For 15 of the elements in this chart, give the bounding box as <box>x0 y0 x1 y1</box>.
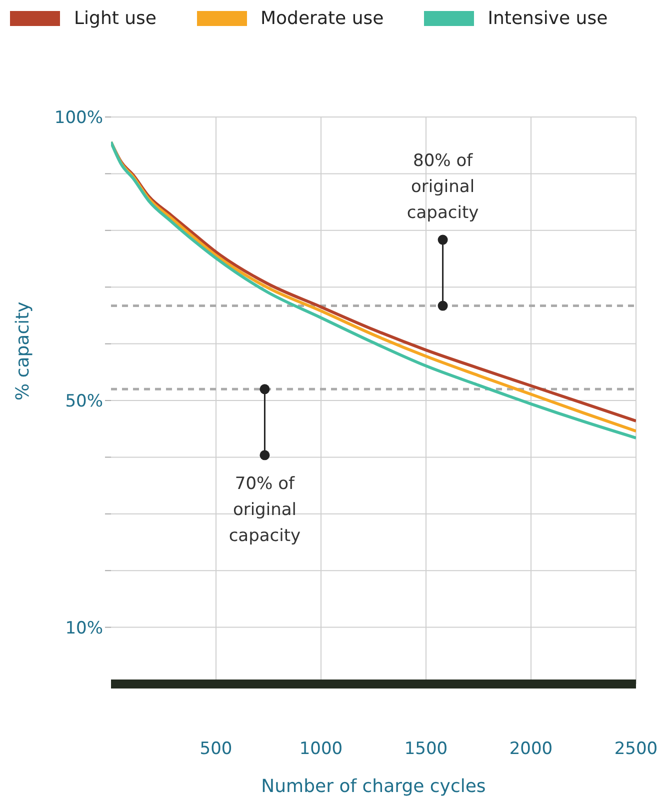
x-tick-label: 2500 <box>614 739 658 760</box>
annotation: 70% of original capacity <box>228 474 301 546</box>
legend-label: Intensive use <box>488 8 608 29</box>
y-tick-label: 10% <box>65 618 103 638</box>
annotation: 80% of original capacity <box>406 150 479 223</box>
y-tick-label: 100% <box>54 108 103 128</box>
legend-label: Moderate use <box>260 8 384 29</box>
x-tick-label: 2000 <box>509 739 553 760</box>
x-tick-label: 1500 <box>404 739 448 760</box>
y-tick-label: 50% <box>65 392 103 412</box>
x-axis-title: Number of charge cycles <box>261 776 486 797</box>
y-axis-title: % capacity <box>12 301 34 400</box>
legend-label: Light use <box>74 8 157 29</box>
x-tick-label: 1000 <box>299 739 343 760</box>
x-tick-label: 500 <box>200 739 232 760</box>
